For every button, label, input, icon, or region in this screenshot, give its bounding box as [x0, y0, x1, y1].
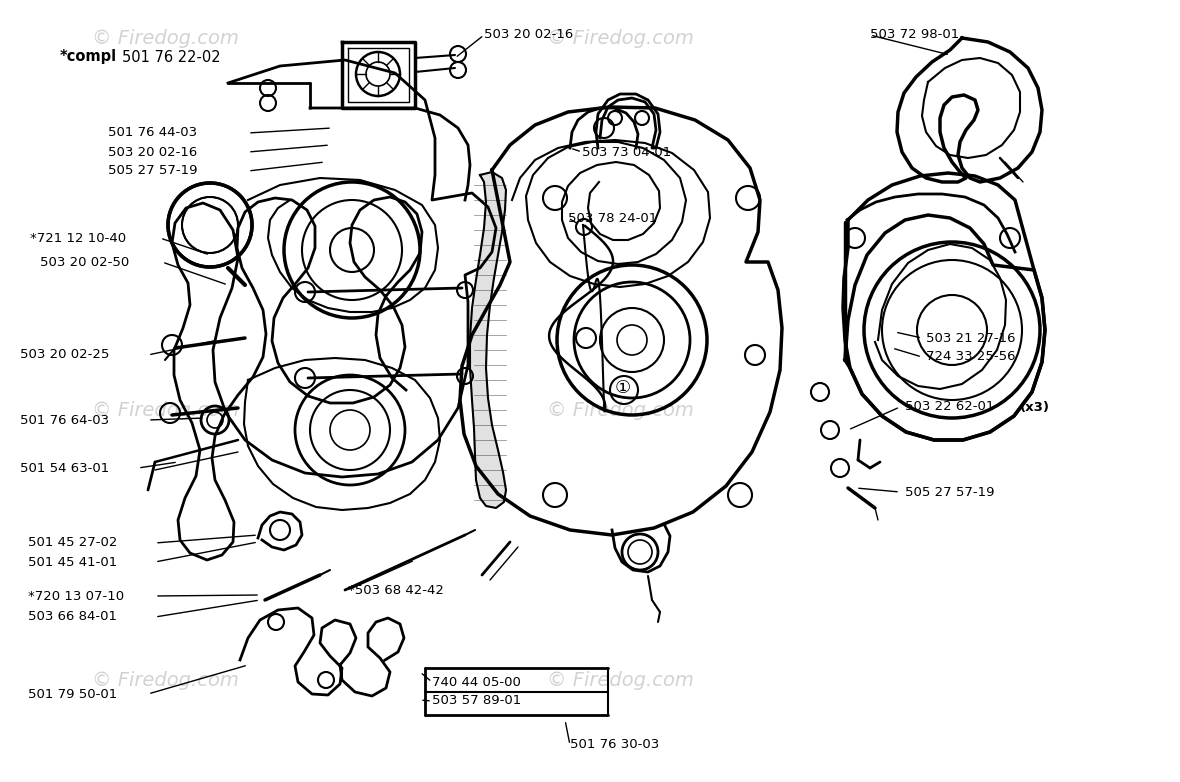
Text: ①: ①	[615, 379, 631, 397]
Text: 501 45 27-02: 501 45 27-02	[28, 536, 117, 550]
Text: 501 76 64-03: 501 76 64-03	[20, 414, 109, 426]
Text: (x3): (x3)	[1020, 400, 1050, 414]
Text: 501 76 30-03: 501 76 30-03	[570, 738, 660, 752]
Text: 505 27 57-19: 505 27 57-19	[905, 486, 995, 498]
Text: 503 20 02-50: 503 20 02-50	[40, 256, 130, 268]
Text: *720 13 07-10: *720 13 07-10	[28, 590, 124, 602]
Text: 503 78 24-01: 503 78 24-01	[568, 211, 657, 224]
Text: *721 12 10-40: *721 12 10-40	[30, 231, 126, 245]
Text: © Firedog.com: © Firedog.com	[92, 400, 238, 419]
Text: © Firedog.com: © Firedog.com	[546, 670, 694, 690]
Text: 724 33 25-56: 724 33 25-56	[926, 350, 1016, 364]
Text: *compl: *compl	[60, 49, 117, 64]
Text: © Firedog.com: © Firedog.com	[92, 28, 238, 48]
Text: 505 27 57-19: 505 27 57-19	[109, 164, 197, 178]
Polygon shape	[470, 172, 506, 508]
Text: 740 44 05-00: 740 44 05-00	[432, 676, 520, 688]
Text: © Firedog.com: © Firedog.com	[546, 28, 694, 48]
Text: 501 79 50-01: 501 79 50-01	[28, 687, 117, 701]
Text: 503 57 89-01: 503 57 89-01	[432, 694, 522, 708]
Text: 503 66 84-01: 503 66 84-01	[28, 611, 117, 623]
Text: 501 76 22-02: 501 76 22-02	[122, 49, 221, 64]
Text: 503 20 02-16: 503 20 02-16	[109, 145, 197, 159]
Text: © Firedog.com: © Firedog.com	[92, 670, 238, 690]
Text: 503 20 02-16: 503 20 02-16	[484, 28, 573, 41]
Text: 503 73 04-01: 503 73 04-01	[582, 145, 671, 159]
Text: 503 21 27-16: 503 21 27-16	[926, 332, 1016, 345]
Text: 503 72 98-01: 503 72 98-01	[870, 28, 959, 41]
Text: 501 76 44-03: 501 76 44-03	[109, 127, 197, 139]
Text: 503 22 62-01: 503 22 62-01	[905, 400, 995, 414]
Text: 501 45 41-01: 501 45 41-01	[28, 555, 117, 569]
Text: 503 20 02-25: 503 20 02-25	[20, 349, 110, 361]
Text: *503 68 42-42: *503 68 42-42	[348, 583, 444, 597]
Text: 501 54 63-01: 501 54 63-01	[20, 461, 110, 475]
Text: © Firedog.com: © Firedog.com	[546, 400, 694, 419]
